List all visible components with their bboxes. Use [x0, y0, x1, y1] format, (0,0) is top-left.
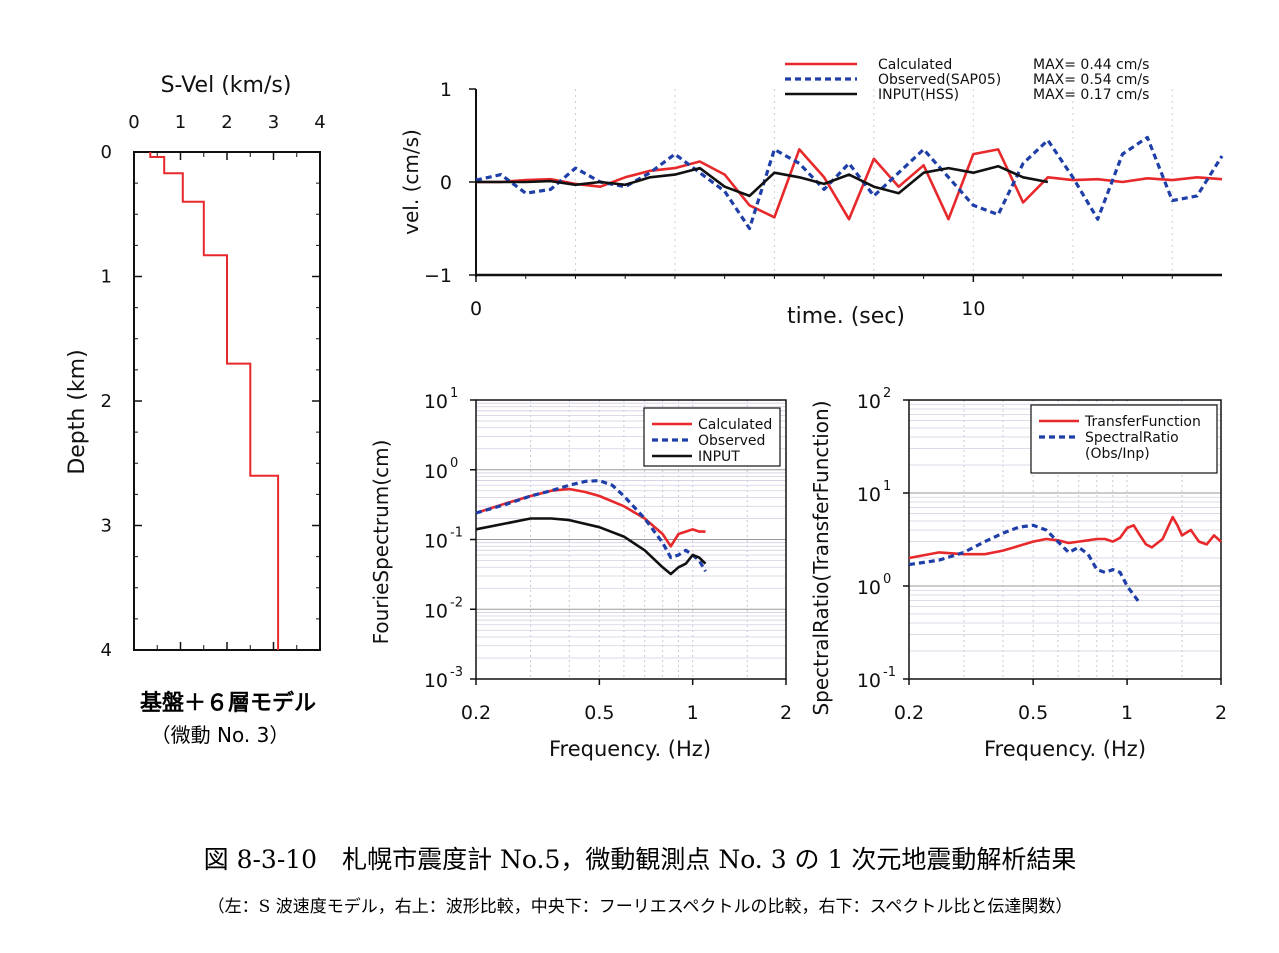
waveform-y-tick-label: 0	[440, 172, 452, 194]
ratio-y-tick-label: 10	[857, 484, 881, 506]
vel-tick-label: 3	[268, 112, 279, 133]
ratio-x-tick-label: 2	[1215, 702, 1227, 724]
ratio-y-tick-exp: -1	[883, 665, 896, 680]
waveform-series-calculated	[476, 148, 1223, 221]
depth-tick-label: 0	[101, 142, 112, 163]
ratio-y-tick-exp: 0	[883, 572, 891, 587]
ratio-y-tick-label: 10	[857, 391, 881, 413]
fourier-y-tick-exp: 1	[450, 386, 458, 401]
waveform-legend-max: MAX= 0.44 cm/s	[1033, 57, 1149, 73]
waveform-legend: Calculated MAX= 0.44 cm/s Observed(SAP05) M…	[785, 57, 1149, 103]
ratio-series-transferfunction	[908, 515, 1222, 560]
ratio-legend-label: SpectralRatio	[1085, 430, 1179, 446]
fourier-y-tick-label: 10	[424, 461, 448, 483]
fourier-y-tick-label: 10	[424, 670, 448, 692]
figure-caption-subtitle: （左：S 波速度モデル，右上：波形比較，中央下：フーリエスペクトルの比較，右下：…	[208, 896, 1073, 917]
fourier-y-tick-label: 10	[424, 600, 448, 622]
fourier-y-tick-exp: 0	[450, 456, 458, 471]
fourier-x-tick-label: 2	[780, 702, 792, 724]
fourier-x-tick-label: 1	[687, 702, 699, 724]
fourier-y-title: FourieSpectrum(cm)	[369, 440, 393, 645]
model-caption: 基盤＋６層モデル	[140, 690, 316, 716]
fourier-y-tick-exp: -2	[450, 595, 463, 610]
fourier-legend-label: Observed	[698, 433, 765, 449]
waveform-series-input-hss	[476, 164, 1049, 198]
fourier-x-tick-label: 0.5	[584, 702, 614, 724]
velocity-profile-chart: S-Vel (km/s) 0 1 2 3 4 Depth (km) 0 1 2 3 4 基盤＋６…	[65, 73, 326, 747]
fourier-y-tick-label: 10	[424, 391, 448, 413]
depth-tick-label: 4	[101, 640, 112, 661]
waveform-chart: 10−10 10 vel. (cm/s) time. (sec) Calculat…	[399, 57, 1224, 329]
fourier-series-input	[475, 517, 707, 576]
depth-tick-label: 3	[101, 516, 112, 537]
waveform-x-title: time. (sec)	[787, 304, 905, 329]
velocity-plot-frame	[133, 151, 321, 651]
waveform-y-tick-label: −1	[424, 265, 452, 287]
ratio-y-tick-label: 10	[857, 577, 881, 599]
velocity-profile-line	[149, 152, 280, 650]
vel-axis-title: S-Vel (km/s)	[161, 73, 292, 98]
depth-tick-label: 1	[101, 267, 112, 288]
fourier-series-calculated	[475, 487, 706, 548]
fourier-series-observed	[475, 479, 707, 573]
ratio-legend-label: TransferFunction	[1084, 414, 1201, 430]
waveform-y-title: vel. (cm/s)	[399, 129, 423, 235]
fourier-x-tick-label: 0.2	[461, 702, 491, 724]
fourier-y-tick-exp: -1	[450, 526, 463, 541]
fourier-y-tick-label: 10	[424, 531, 448, 553]
vel-tick-label: 0	[128, 112, 139, 133]
figure-caption-title: 図 8-3-10 札幌市震度計 No.5，微動観測点 No. 3 の 1 次元地…	[204, 845, 1077, 874]
ratio-x-tick-label: 1	[1121, 702, 1133, 724]
fourier-y-tick-exp: -3	[450, 665, 463, 680]
model-subcaption: （微動 No. 3）	[151, 723, 290, 747]
vel-tick-label: 1	[175, 112, 186, 133]
vel-tick-label: 2	[221, 112, 232, 133]
ratio-y-title: SpectralRatio(TransferFunction)	[809, 400, 833, 715]
fourier-legend-label: Calculated	[698, 417, 772, 433]
ratio-legend-label: (Obs/Inp)	[1085, 446, 1150, 462]
ratio-y-tick-label: 10	[857, 670, 881, 692]
ratio-y-tick-exp: 2	[883, 386, 891, 401]
vel-tick-label: 4	[314, 112, 325, 133]
ratio-x-title: Frequency. (Hz)	[984, 737, 1146, 761]
ratio-plot-frame	[908, 399, 1222, 680]
waveform-legend-label: Observed(SAP05)	[878, 72, 1001, 88]
ratio-series-spectralratio	[908, 523, 1142, 605]
ratio-x-tick-label: 0.5	[1018, 702, 1048, 724]
waveform-y-tick-label: 1	[440, 79, 452, 101]
depth-axis-title: Depth (km)	[65, 349, 90, 474]
waveform-x-tick-label: 10	[961, 298, 985, 320]
depth-tick-label: 2	[101, 391, 112, 412]
fourier-legend-label: INPUT	[698, 449, 740, 465]
waveform-legend-max: MAX= 0.54 cm/s	[1033, 72, 1149, 88]
waveform-legend-max: MAX= 0.17 cm/s	[1033, 87, 1149, 103]
fourier-x-title: Frequency. (Hz)	[549, 737, 711, 761]
waveform-x-tick-label: 0	[470, 298, 482, 320]
waveform-legend-label: Calculated	[878, 57, 952, 73]
ratio-y-tick-exp: 1	[883, 479, 891, 494]
waveform-legend-label: INPUT(HSS)	[878, 87, 959, 103]
ratio-legend-box	[1030, 404, 1218, 474]
ratio-x-tick-label: 0.2	[894, 702, 924, 724]
